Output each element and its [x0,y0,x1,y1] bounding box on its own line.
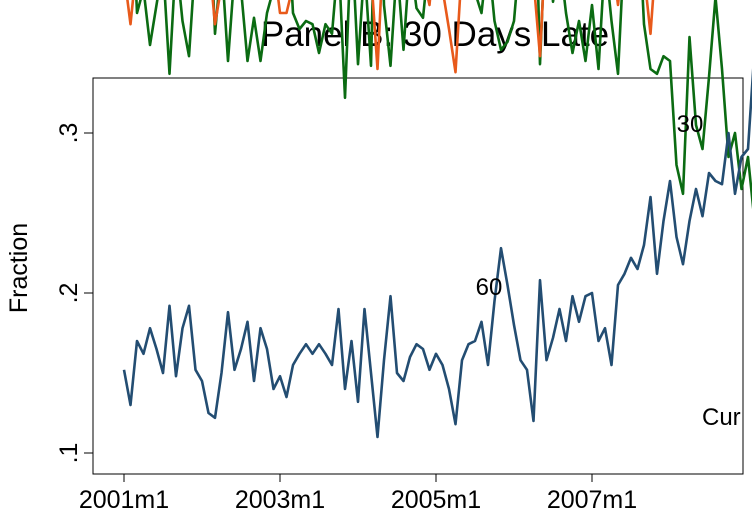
chart-title: Panel B: 30 Days Late [261,15,609,54]
annotation-30: 30 [677,111,704,138]
y-tick-label: .2 [55,283,83,304]
y-tick-label: .1 [55,443,83,464]
x-tick-label: 2001m1 [79,486,169,514]
plot-area [93,78,743,474]
y-axis-label: Fraction [5,223,33,313]
y-tick-label: .3 [55,123,83,144]
annotation-60: 60 [476,274,503,301]
x-axis: 2001m1 2003m1 2005m1 2007m1 [79,474,637,514]
annotation-cur: Cur [702,404,741,431]
x-tick-label: 2005m1 [391,486,481,514]
x-tick-label: 2003m1 [235,486,325,514]
y-axis: .1.2.3.4.5 [55,0,93,463]
x-tick-label: 2007m1 [547,486,637,514]
